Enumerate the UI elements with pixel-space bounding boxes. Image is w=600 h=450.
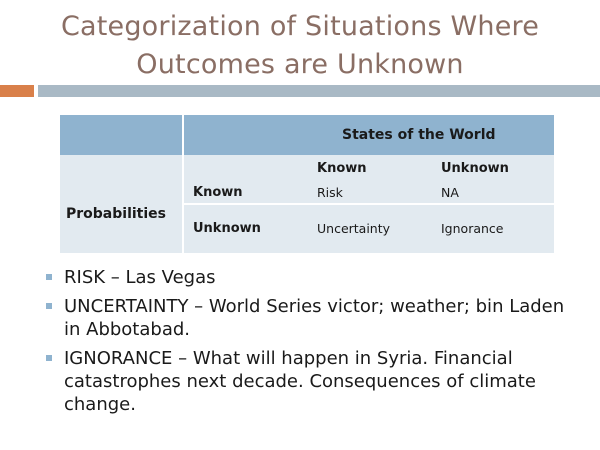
states-probabilities-table: States of the World Probabilities Known … xyxy=(60,115,554,253)
bullet-item-risk: RISK – Las Vegas xyxy=(44,266,574,289)
bullet-text: IGNORANCE – What will happen in Syria. F… xyxy=(64,348,536,415)
title-rule-bar xyxy=(38,85,600,97)
states-of-world-header: States of the World xyxy=(342,127,496,143)
probabilities-label: Probabilities xyxy=(66,206,166,222)
slide-title-line-1: Categorization of Situations Where xyxy=(60,11,540,42)
row-divider xyxy=(184,203,554,205)
title-accent-bar xyxy=(0,85,34,97)
cell-ignorance: Ignorance xyxy=(441,221,504,236)
column-header-known: Known xyxy=(317,161,367,176)
bullet-square-icon xyxy=(46,355,52,361)
cell-uncertainty: Uncertainty xyxy=(317,221,391,236)
cell-na: NA xyxy=(441,185,459,200)
cell-risk: Risk xyxy=(317,185,343,200)
bullet-square-icon xyxy=(46,303,52,309)
bullet-text: UNCERTAINTY – World Series victor; weath… xyxy=(64,296,565,340)
bullet-square-icon xyxy=(46,274,52,280)
slide-title: Categorization of Situations Where Outco… xyxy=(0,8,600,84)
header-divider xyxy=(182,115,184,155)
column-divider xyxy=(182,155,184,253)
column-header-unknown: Unknown xyxy=(441,161,509,176)
bullet-list: RISK – Las Vegas UNCERTAINTY – World Ser… xyxy=(44,266,574,422)
bullet-item-ignorance: IGNORANCE – What will happen in Syria. F… xyxy=(44,347,574,416)
table-header-band xyxy=(184,115,554,155)
slide-title-line-2: Outcomes are Unknown xyxy=(136,49,464,80)
row-label-unknown: Unknown xyxy=(193,221,261,236)
bullet-item-uncertainty: UNCERTAINTY – World Series victor; weath… xyxy=(44,295,574,341)
bullet-text: RISK – Las Vegas xyxy=(64,267,216,288)
table-header-corner xyxy=(60,115,182,155)
row-label-known: Known xyxy=(193,185,243,200)
